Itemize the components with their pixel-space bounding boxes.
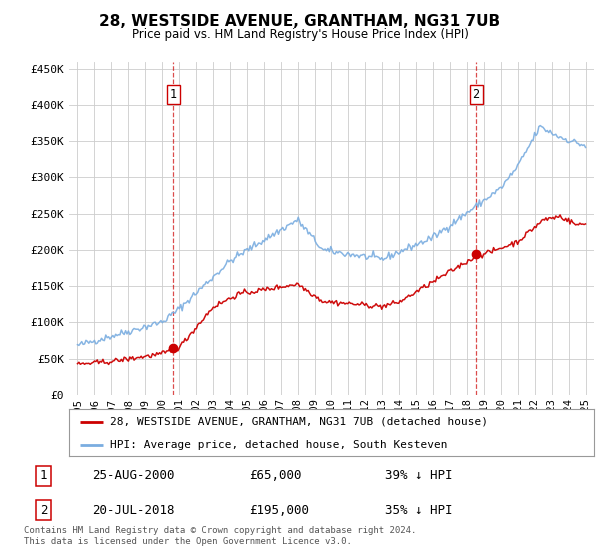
Text: HPI: Average price, detached house, South Kesteven: HPI: Average price, detached house, Sout… <box>110 441 448 450</box>
Text: 28, WESTSIDE AVENUE, GRANTHAM, NG31 7UB (detached house): 28, WESTSIDE AVENUE, GRANTHAM, NG31 7UB … <box>110 417 488 427</box>
Text: 1: 1 <box>40 469 47 482</box>
Text: 35% ↓ HPI: 35% ↓ HPI <box>385 503 452 516</box>
Text: 2: 2 <box>40 503 47 516</box>
Text: £65,000: £65,000 <box>250 469 302 482</box>
Text: 20-JUL-2018: 20-JUL-2018 <box>92 503 174 516</box>
Text: Contains HM Land Registry data © Crown copyright and database right 2024.
This d: Contains HM Land Registry data © Crown c… <box>24 526 416 546</box>
Text: 25-AUG-2000: 25-AUG-2000 <box>92 469 174 482</box>
Text: Price paid vs. HM Land Registry's House Price Index (HPI): Price paid vs. HM Land Registry's House … <box>131 28 469 41</box>
Text: 1: 1 <box>170 88 177 101</box>
Text: 39% ↓ HPI: 39% ↓ HPI <box>385 469 452 482</box>
Text: 28, WESTSIDE AVENUE, GRANTHAM, NG31 7UB: 28, WESTSIDE AVENUE, GRANTHAM, NG31 7UB <box>100 14 500 29</box>
Text: 2: 2 <box>473 88 479 101</box>
Text: £195,000: £195,000 <box>250 503 310 516</box>
